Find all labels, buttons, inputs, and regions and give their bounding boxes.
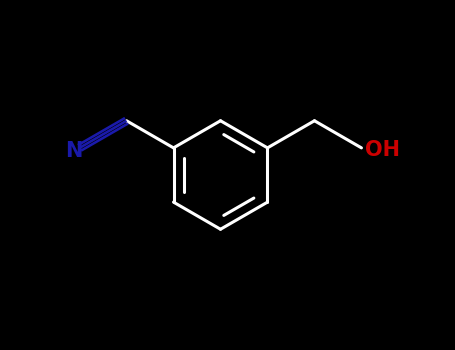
Text: OH: OH [365, 140, 400, 160]
Text: N: N [66, 141, 83, 161]
